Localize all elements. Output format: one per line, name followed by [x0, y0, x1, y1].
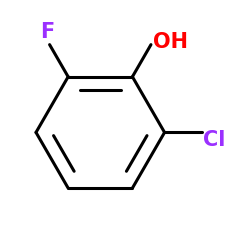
- Text: F: F: [40, 22, 54, 42]
- Text: OH: OH: [154, 32, 188, 52]
- Text: Cl: Cl: [203, 130, 225, 150]
